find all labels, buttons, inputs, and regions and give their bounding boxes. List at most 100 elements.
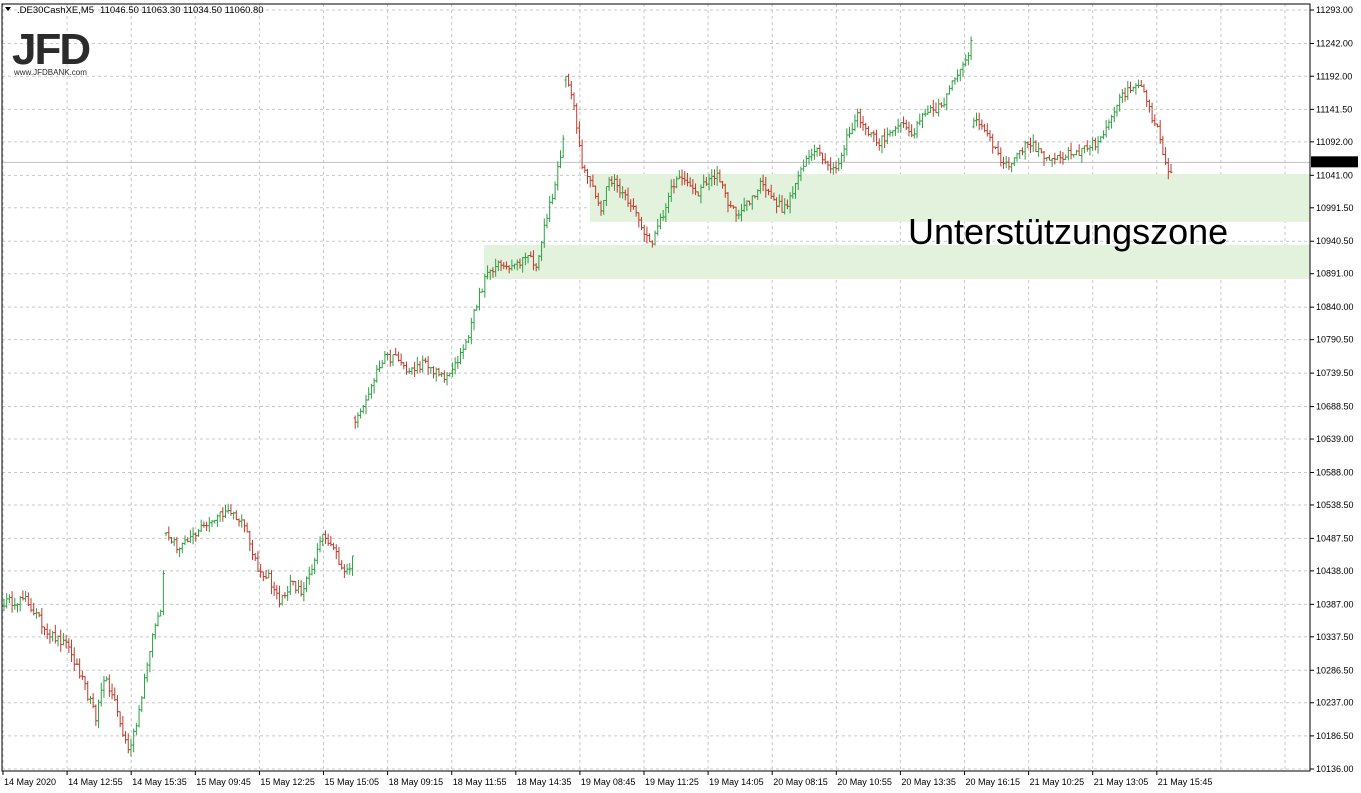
ohlc-bar: [866, 126, 870, 137]
ohlc-bar: [461, 344, 465, 359]
ohlc-bar: [829, 157, 833, 174]
ohlc-bar: [156, 612, 160, 627]
ohlc-bar: [118, 711, 122, 728]
ohlc-bar: [1029, 137, 1033, 154]
ohlc-bar: [804, 155, 808, 167]
ohlc-bar: [880, 135, 884, 154]
ohlc-bar: [980, 119, 984, 130]
ohlc-bar: [402, 362, 406, 370]
ohlc-bar: [575, 103, 579, 134]
ohlc-bar: [423, 357, 427, 364]
ohlc-bar: [261, 571, 265, 582]
ohlc-bar: [129, 738, 133, 757]
ohlc-bar: [86, 680, 90, 702]
ohlc-bar: [902, 116, 906, 129]
y-tick-label: 10739.50: [1316, 368, 1354, 378]
ohlc-bar: [107, 674, 111, 697]
x-tick-label: 20 May 13:35: [901, 777, 956, 787]
x-tick-label: 14 May 2020: [4, 777, 56, 787]
y-tick-label: 10940.50: [1316, 236, 1354, 246]
ohlc-bar: [80, 670, 84, 680]
ohlc-bar: [34, 608, 38, 619]
ohlc-bar: [856, 108, 860, 128]
ohlc-bar: [240, 514, 244, 528]
x-tick-label: 18 May 11:55: [453, 777, 507, 787]
ohlc-bar: [1069, 142, 1073, 160]
ohlc-bar: [1056, 154, 1060, 161]
ohlc-bar: [480, 288, 484, 293]
ohlc-bar: [1018, 150, 1022, 159]
ohlc-bar: [396, 351, 400, 362]
ohlc-bar: [369, 383, 373, 399]
ohlc-bar: [140, 695, 144, 713]
ohlc-bar: [818, 144, 822, 157]
ohlc-bar: [437, 367, 441, 377]
ohlc-bar: [134, 722, 138, 736]
ohlc-bar: [975, 112, 978, 127]
ohlc-bar: [148, 651, 152, 673]
ohlc-bar: [380, 359, 384, 369]
y-tick-label: 10286.50: [1316, 665, 1354, 675]
ohlc-bar: [864, 122, 868, 136]
ohlc-bar: [40, 607, 44, 635]
ohlc-bar: [907, 121, 911, 137]
ohlc-bar: [648, 233, 652, 243]
ohlc-bar: [1128, 81, 1132, 94]
ohlc-bar: [178, 547, 182, 558]
ohlc-bar: [132, 728, 136, 753]
ohlc-bar: [121, 716, 125, 737]
y-tick-label: 10538.50: [1316, 500, 1354, 510]
ohlc-bar: [172, 536, 176, 547]
y-tick-label: 10790.50: [1316, 335, 1354, 345]
ohlc-bar: [113, 687, 117, 702]
ohlc-bar: [229, 504, 233, 516]
ohlc-bar: [945, 93, 949, 111]
ohlc-bar: [202, 521, 206, 528]
ohlc-bar: [966, 52, 970, 66]
ohlc-bar: [164, 532, 168, 537]
ohlc-bar: [59, 629, 63, 652]
grid-lines: [2, 4, 1310, 771]
ohlc-bar: [159, 609, 163, 617]
logo-subtext: www.JFDBANK.com: [13, 68, 87, 77]
ohlc-bar: [367, 387, 371, 401]
ohlc-bar: [5, 593, 9, 609]
y-tick-label: 11041.00: [1316, 170, 1353, 180]
ohlc-bar: [67, 638, 71, 653]
ohlc-bar: [872, 130, 876, 142]
ohlc-bar: [812, 144, 816, 160]
ohlc-bar: [1066, 146, 1070, 161]
ohlc-bar: [548, 195, 552, 223]
jfd-logo: JFD www.JFDBANK.com: [12, 25, 91, 77]
ohlc-bar: [545, 213, 549, 229]
ohlc-bar: [421, 355, 425, 373]
ohlc-bar: [996, 140, 1000, 156]
ohlc-bar: [915, 120, 919, 139]
ohlc-bar: [326, 533, 330, 546]
ohlc-bar: [875, 129, 879, 146]
ohlc-bar: [350, 555, 354, 576]
ohlc-bar: [29, 598, 33, 613]
ohlc-bar: [375, 365, 379, 383]
axes: [1, 3, 1314, 775]
ohlc-bar: [329, 536, 333, 547]
ohlc-bar: [359, 408, 363, 419]
ohlc-bar: [388, 349, 392, 367]
ohlc-bar: [145, 662, 149, 683]
ohlc-bar: [213, 519, 217, 524]
x-tick-label: 21 May 13:05: [1094, 777, 1149, 787]
ohlc-bar: [24, 591, 28, 602]
ohlc-bar: [999, 147, 1003, 167]
ohlc-bar: [1045, 157, 1049, 162]
triangle-down-icon[interactable]: [5, 7, 11, 11]
x-tick-label: 20 May 08:15: [773, 777, 828, 787]
x-tick-label: 21 May 10:25: [1030, 777, 1085, 787]
ohlc-bar: [299, 580, 303, 597]
ohlc-bar: [226, 503, 230, 514]
ohlc-bar: [456, 355, 460, 369]
ohlc-bar: [1131, 86, 1135, 92]
ohlc-bar: [467, 335, 471, 343]
x-tick-label: 14 May 15:35: [132, 777, 187, 787]
